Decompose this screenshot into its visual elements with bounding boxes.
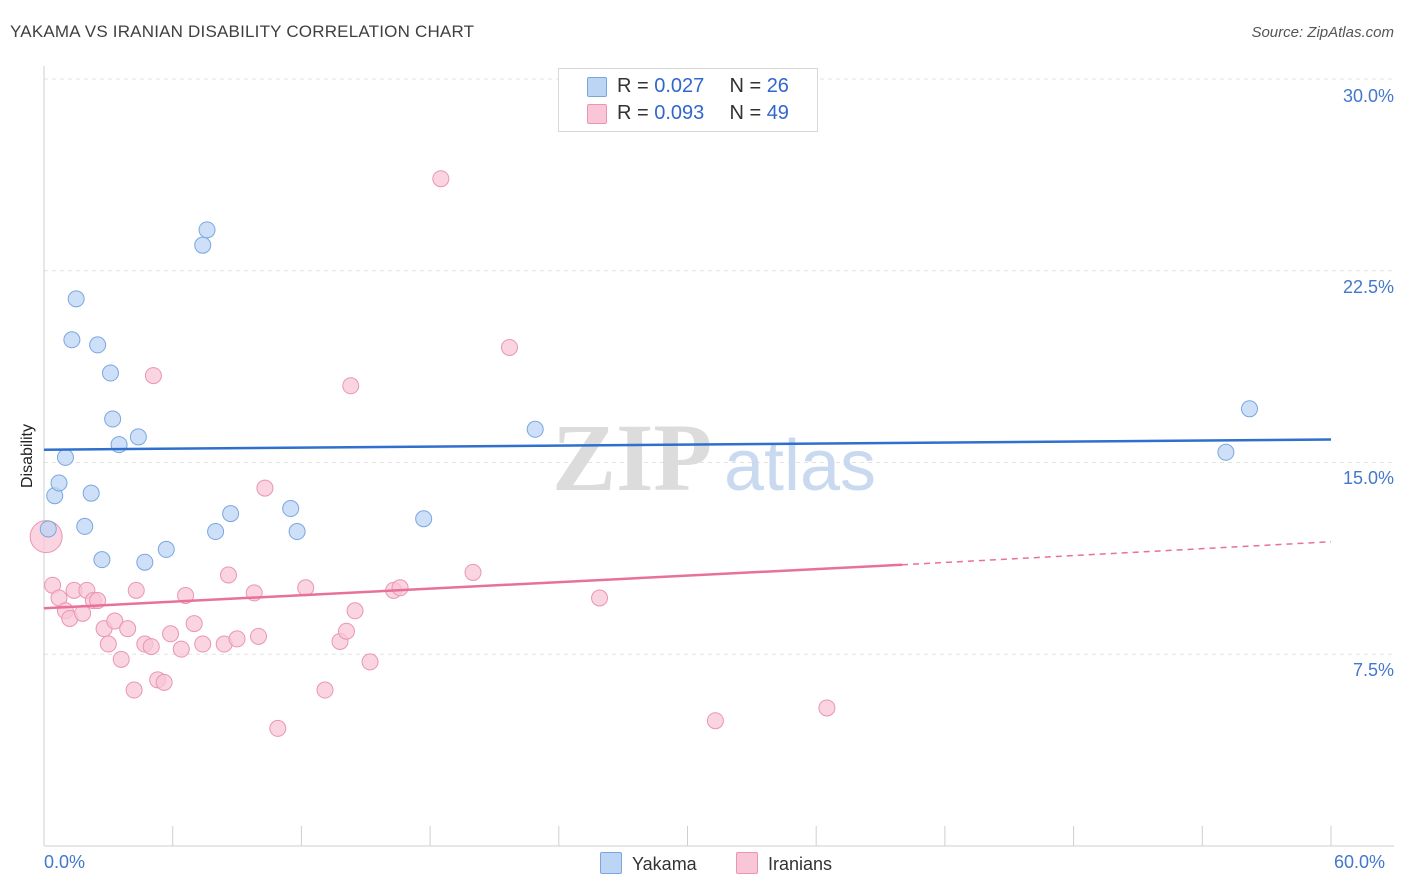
- iranians-point: [177, 586, 195, 604]
- yakama-legend-swatch: [600, 852, 622, 874]
- yakama-point: [288, 523, 306, 541]
- iranians-point: [142, 638, 160, 656]
- yakama-point: [282, 500, 300, 518]
- iranians-stat-swatch: [587, 104, 607, 124]
- yakama-point: [526, 420, 544, 438]
- yakama-n-label: N =: [729, 75, 762, 97]
- iranians-point: [706, 712, 724, 730]
- yakama-point: [39, 520, 57, 538]
- iranians-point: [337, 622, 355, 640]
- iranians-point: [162, 625, 180, 643]
- yakama-point: [101, 364, 119, 382]
- iranians-point: [818, 699, 836, 717]
- yakama-stat-row: R = 0.027 N = 26: [617, 75, 789, 97]
- x-tick-label-max: 60.0%: [1334, 852, 1386, 872]
- yakama-point: [129, 428, 147, 446]
- legend-item-iranians[interactable]: Iranians: [736, 852, 832, 875]
- yakama-point: [222, 505, 240, 523]
- iranians-point: [119, 620, 137, 638]
- iranians-point: [346, 602, 364, 620]
- iranians-point: [155, 673, 173, 691]
- yakama-point: [76, 517, 94, 535]
- iranians-point: [256, 479, 274, 497]
- iranians-point: [500, 338, 518, 356]
- iranians-point: [591, 589, 609, 607]
- yakama-point: [1217, 443, 1235, 461]
- y-tick-label-7-5: 7.5%: [1352, 660, 1394, 680]
- points-layer: [29, 170, 1258, 737]
- iranians-point: [432, 170, 450, 188]
- iranians-point: [250, 627, 267, 645]
- iranians-point: [391, 579, 409, 597]
- yakama-point: [207, 523, 225, 541]
- iranians-point: [127, 581, 145, 599]
- iranians-trend-extension: [901, 541, 1332, 566]
- iranians-n-value: 49: [766, 102, 789, 124]
- source-label: Source: ZipAtlas.com: [1251, 24, 1394, 41]
- yakama-point: [157, 540, 175, 558]
- axes-layer: [43, 66, 1394, 847]
- iranians-stat-row: R = 0.093 N = 49: [617, 102, 789, 124]
- yakama-point: [198, 221, 216, 239]
- yakama-legend-label: Yakama: [632, 854, 697, 874]
- iranians-point: [269, 719, 287, 737]
- yakama-point: [93, 551, 111, 569]
- yakama-r-value: 0.027: [654, 75, 705, 97]
- yakama-point: [1240, 400, 1258, 418]
- iranians-point: [297, 579, 315, 597]
- yakama-point: [136, 553, 154, 571]
- iranians-point: [185, 615, 203, 633]
- yakama-point: [89, 336, 107, 354]
- yakama-point: [50, 474, 68, 492]
- yakama-point: [63, 331, 81, 349]
- x-tick-label-min: 0.0%: [44, 852, 86, 872]
- yakama-trend-line: [43, 438, 1332, 451]
- iranians-point: [464, 563, 482, 581]
- yakama-point: [415, 510, 433, 528]
- iranians-n-label: N =: [729, 102, 762, 124]
- iranians-r-value: 0.093: [654, 102, 705, 124]
- iranians-trend-line: [43, 563, 903, 610]
- chart-title: YAKAMA VS IRANIAN DISABILITY CORRELATION…: [10, 22, 475, 41]
- iranians-point: [112, 650, 130, 668]
- iranians-point: [106, 612, 124, 630]
- iranians-point: [144, 367, 162, 385]
- iranians-point: [342, 377, 360, 395]
- y-tick-label-30: 30.0%: [1342, 86, 1394, 106]
- iranians-point: [172, 640, 190, 658]
- yakama-point: [67, 290, 85, 308]
- y-tick-label-22-5: 22.5%: [1342, 277, 1394, 297]
- yakama-point: [82, 484, 100, 502]
- watermark: ZIP atlas: [552, 404, 876, 511]
- iranians-point: [194, 635, 212, 653]
- iranians-legend-swatch: [736, 852, 758, 874]
- stats-box: R = 0.027 N = 26 R = 0.093 N = 49: [558, 68, 818, 132]
- iranians-point: [361, 653, 379, 671]
- yakama-r-label: R =: [617, 75, 649, 97]
- watermark-atlas: atlas: [724, 426, 876, 506]
- y-tick-label-15: 15.0%: [1342, 468, 1394, 488]
- grid-layer: [44, 78, 1394, 655]
- yakama-stat-swatch: [587, 77, 607, 97]
- watermark-zip: ZIP: [552, 404, 712, 511]
- iranians-point: [228, 630, 246, 648]
- iranians-point: [125, 681, 143, 699]
- yakama-point: [56, 448, 74, 466]
- yakama-n-value: 26: [766, 75, 789, 97]
- legend-item-yakama[interactable]: Yakama: [600, 852, 697, 875]
- yakama-point: [104, 410, 122, 428]
- iranians-point: [316, 681, 334, 699]
- iranians-legend-label: Iranians: [768, 854, 833, 874]
- iranians-r-label: R =: [617, 102, 649, 124]
- trend-layer: [43, 438, 1332, 610]
- iranians-point: [99, 635, 117, 653]
- iranians-point: [219, 566, 237, 584]
- yakama-point: [194, 236, 212, 254]
